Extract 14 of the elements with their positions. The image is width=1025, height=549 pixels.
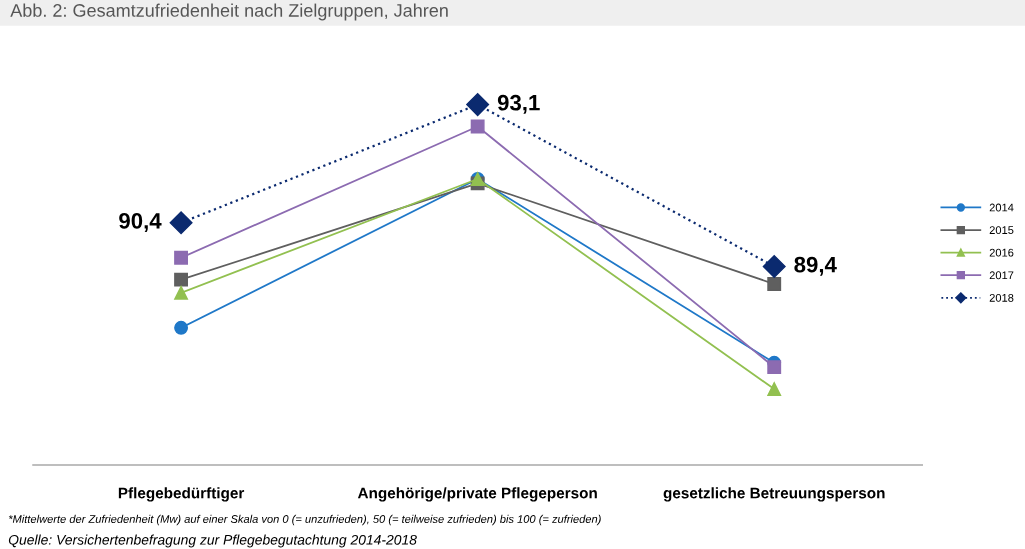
data-label: 90,4: [119, 212, 162, 232]
text: *Mittelwerte der Zufriedenheit (Mw) auf einer Skala von 0 (= unzufrieden), 50 (= teilweise zufrieden) bis 100 (= zufrieden): [8, 514, 601, 526]
legend-label: 2017: [989, 271, 1014, 280]
legend-label: 2018: [989, 293, 1014, 302]
x-tick-label: Angehörige/private Pflegeperson: [357, 487, 597, 502]
legend-label: 2015: [989, 226, 1014, 235]
source-note: Quelle: Versichertenbefragung zur Pflegebegutachtung 2014-2018: [8, 534, 417, 548]
data-label: 89,4: [794, 256, 837, 276]
legend-label: 2014: [989, 203, 1014, 212]
legend-label: 2016: [989, 248, 1014, 257]
x-tick-label: Pflegebedürftiger: [118, 487, 245, 502]
x-tick-label: gesetzliche Betreuungsperson: [663, 487, 885, 502]
chart-title: Abb. 2: Gesamtzufriedenheit nach Zielgruppen, Jahren: [10, 3, 448, 21]
data-label: 93,1: [497, 94, 540, 114]
